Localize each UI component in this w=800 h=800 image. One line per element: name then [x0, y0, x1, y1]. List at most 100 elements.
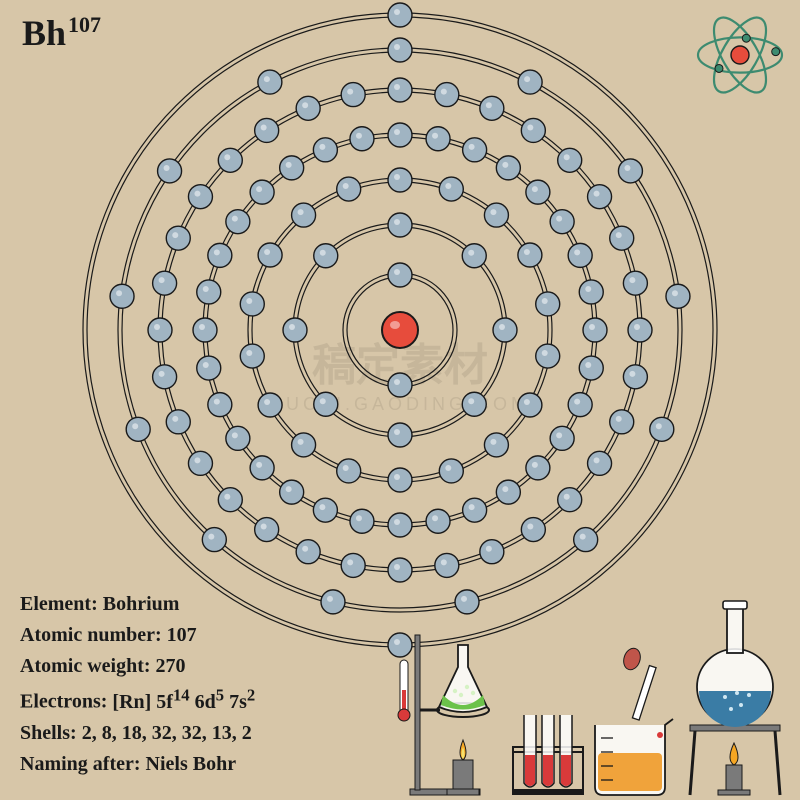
electron: [583, 318, 607, 342]
electron: [240, 292, 264, 316]
electron: [463, 138, 487, 162]
electron: [628, 318, 652, 342]
electron: [280, 156, 304, 180]
electron: [337, 177, 361, 201]
electron: [226, 426, 250, 450]
electron: [426, 127, 450, 151]
electron: [250, 180, 274, 204]
info-value: Bohrium: [103, 593, 180, 615]
symbol-text: Bh: [22, 13, 66, 53]
electron: [148, 318, 172, 342]
electron: [574, 528, 598, 552]
electron: [350, 127, 374, 151]
electron: [153, 365, 177, 389]
electron: [341, 83, 365, 107]
electron: [197, 356, 221, 380]
electron: [240, 344, 264, 368]
electron: [623, 271, 647, 295]
element-info: Element: BohriumAtomic number: 107Atomic…: [20, 589, 255, 780]
electron: [218, 488, 242, 512]
electron: [521, 518, 545, 542]
electron: [208, 393, 232, 417]
electron: [526, 456, 550, 480]
info-value: [Rn] 5f14 6d5 7s2: [112, 691, 255, 713]
electron: [480, 96, 504, 120]
info-label: Element:: [20, 593, 103, 615]
electron: [666, 284, 690, 308]
electron: [558, 148, 582, 172]
nucleus: [382, 312, 418, 348]
electron: [388, 423, 412, 447]
electron: [166, 226, 190, 250]
electron: [568, 243, 592, 267]
electron: [388, 168, 412, 192]
electron: [435, 83, 459, 107]
electron: [388, 123, 412, 147]
electron: [314, 244, 338, 268]
info-value: 107: [167, 624, 197, 646]
electron: [218, 148, 242, 172]
electron: [321, 590, 345, 614]
info-row: Atomic number: 107: [20, 620, 255, 651]
info-label: Shells:: [20, 722, 82, 744]
electron: [296, 540, 320, 564]
electron: [579, 280, 603, 304]
electron: [568, 393, 592, 417]
electron: [250, 456, 274, 480]
info-label: Naming after:: [20, 753, 146, 775]
electron: [226, 210, 250, 234]
electron: [158, 159, 182, 183]
electron: [258, 70, 282, 94]
electron: [292, 433, 316, 457]
electron: [208, 243, 232, 267]
electron: [579, 356, 603, 380]
electron: [610, 410, 634, 434]
electron: [435, 553, 459, 577]
electron: [439, 177, 463, 201]
electron: [618, 159, 642, 183]
electron: [280, 480, 304, 504]
electron: [388, 373, 412, 397]
electron: [255, 518, 279, 542]
info-label: Electrons:: [20, 691, 112, 713]
electron: [462, 392, 486, 416]
electron: [550, 426, 574, 450]
electron: [341, 553, 365, 577]
electron: [388, 38, 412, 62]
info-value: 270: [156, 655, 186, 677]
electron: [518, 243, 542, 267]
electron: [462, 244, 486, 268]
info-row: Element: Bohrium: [20, 589, 255, 620]
electron: [314, 392, 338, 416]
electron: [153, 271, 177, 295]
electron: [536, 344, 560, 368]
electron: [388, 513, 412, 537]
electron: [166, 410, 190, 434]
electron: [588, 185, 612, 209]
electron: [313, 498, 337, 522]
element-symbol: Bh107: [22, 12, 101, 54]
info-row: Electrons: [Rn] 5f14 6d5 7s2: [20, 682, 255, 718]
electron: [296, 96, 320, 120]
electron: [558, 488, 582, 512]
electron: [650, 417, 674, 441]
electron: [313, 138, 337, 162]
electron: [536, 292, 560, 316]
info-row: Naming after: Niels Bohr: [20, 749, 255, 780]
atomic-number-sup: 107: [68, 12, 101, 37]
electron: [550, 210, 574, 234]
electron: [518, 393, 542, 417]
electron: [110, 284, 134, 308]
electron: [292, 203, 316, 227]
info-value: Niels Bohr: [146, 753, 237, 775]
electron: [439, 459, 463, 483]
electron: [202, 528, 226, 552]
electron: [255, 118, 279, 142]
electron: [388, 468, 412, 492]
electron: [480, 540, 504, 564]
electron: [610, 226, 634, 250]
electron: [188, 185, 212, 209]
electron: [588, 451, 612, 475]
electron: [126, 417, 150, 441]
electron: [496, 156, 520, 180]
